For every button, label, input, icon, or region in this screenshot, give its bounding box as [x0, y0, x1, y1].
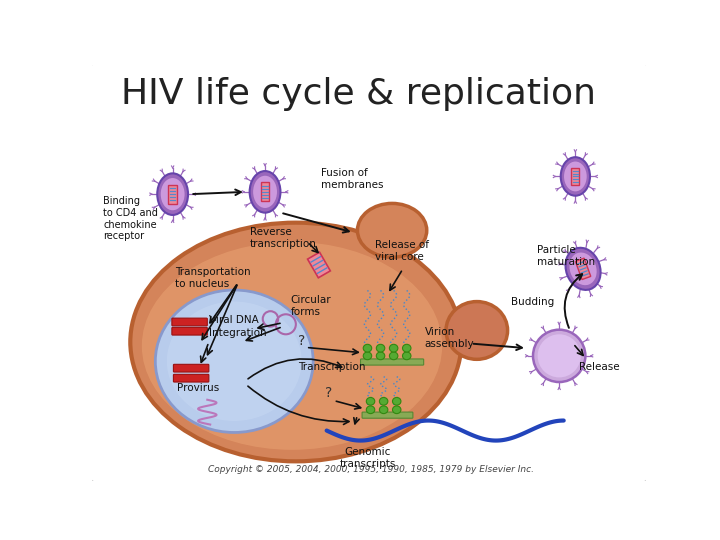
Ellipse shape [366, 406, 375, 414]
Polygon shape [168, 185, 177, 204]
Polygon shape [575, 258, 590, 280]
Ellipse shape [379, 406, 388, 414]
Ellipse shape [533, 330, 585, 382]
FancyBboxPatch shape [174, 374, 209, 382]
Ellipse shape [390, 345, 398, 352]
Text: Copyright © 2005, 2004, 2000, 1995, 1990, 1985, 1979 by Elsevier Inc.: Copyright © 2005, 2004, 2000, 1995, 1990… [207, 465, 534, 475]
Ellipse shape [250, 171, 281, 213]
Ellipse shape [561, 157, 590, 195]
Text: Particle
maturation: Particle maturation [537, 245, 595, 267]
FancyBboxPatch shape [174, 364, 209, 372]
FancyBboxPatch shape [172, 318, 207, 326]
FancyBboxPatch shape [90, 63, 648, 482]
Ellipse shape [156, 290, 313, 433]
Polygon shape [572, 168, 580, 185]
Ellipse shape [363, 352, 372, 360]
Text: Reverse
transcription: Reverse transcription [250, 227, 317, 249]
Ellipse shape [392, 397, 401, 405]
Ellipse shape [142, 242, 442, 450]
Text: Release: Release [579, 362, 620, 373]
Ellipse shape [366, 397, 375, 405]
Polygon shape [307, 252, 330, 278]
Ellipse shape [390, 352, 398, 360]
Ellipse shape [167, 301, 302, 421]
Text: Virion
assembly: Virion assembly [425, 327, 474, 349]
Ellipse shape [565, 248, 600, 290]
Ellipse shape [446, 301, 508, 359]
Ellipse shape [253, 176, 277, 208]
Ellipse shape [392, 406, 401, 414]
Text: ?: ? [325, 387, 333, 401]
Text: Budding: Budding [511, 297, 554, 307]
Text: Viral DNA: Viral DNA [209, 315, 258, 326]
Ellipse shape [377, 345, 384, 352]
FancyBboxPatch shape [172, 327, 207, 335]
Ellipse shape [379, 397, 388, 405]
Ellipse shape [363, 345, 372, 352]
Text: Circular
forms: Circular forms [290, 295, 331, 316]
Text: Genomic
transcripts: Genomic transcripts [339, 448, 396, 469]
FancyBboxPatch shape [361, 359, 423, 365]
Text: Transportation
to nucleus: Transportation to nucleus [175, 267, 251, 289]
Ellipse shape [357, 204, 427, 257]
Ellipse shape [564, 161, 587, 191]
FancyBboxPatch shape [362, 412, 413, 418]
Ellipse shape [130, 222, 462, 461]
Ellipse shape [402, 352, 411, 360]
Ellipse shape [538, 334, 581, 377]
Ellipse shape [157, 173, 188, 215]
Text: ?: ? [297, 334, 305, 348]
Text: Fusion of
membranes: Fusion of membranes [321, 168, 384, 190]
Ellipse shape [402, 345, 411, 352]
Ellipse shape [570, 253, 597, 285]
Ellipse shape [377, 352, 384, 360]
Text: Transcription: Transcription [298, 362, 366, 372]
Ellipse shape [161, 178, 184, 210]
Polygon shape [261, 183, 269, 201]
Text: Provirus: Provirus [176, 383, 219, 393]
Text: HIV life cycle & replication: HIV life cycle & replication [121, 77, 596, 111]
Text: Binding
to CD4 and
chemokine
receptor: Binding to CD4 and chemokine receptor [104, 197, 158, 241]
Text: Release of
viral core: Release of viral core [375, 240, 429, 262]
Text: Integration: Integration [209, 328, 266, 338]
